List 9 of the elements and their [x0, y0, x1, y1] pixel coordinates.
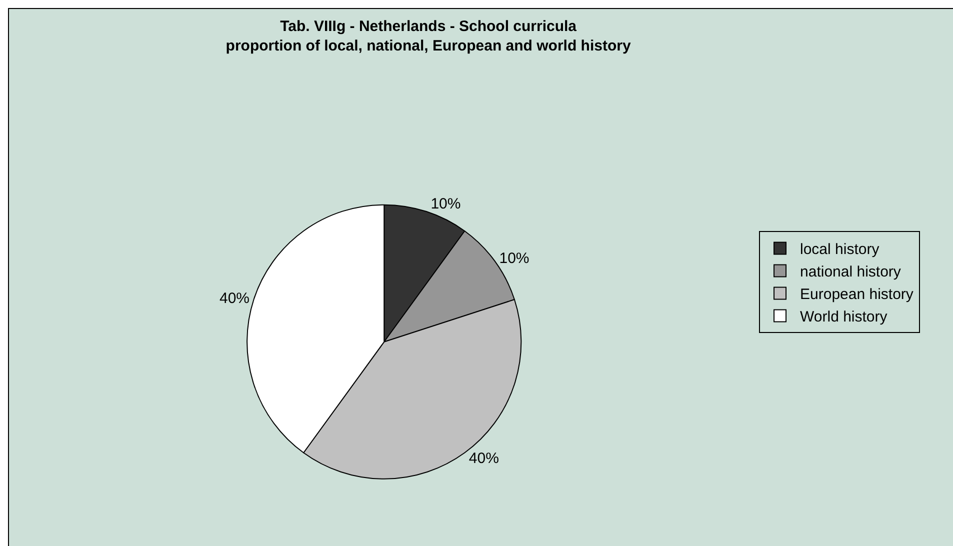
legend-label: European history: [800, 286, 914, 304]
legend-label: local history: [800, 241, 880, 258]
legend-label: national history: [800, 264, 902, 281]
data-label: 10%: [499, 250, 530, 267]
legend-label: World history: [800, 308, 888, 326]
data-label: 40%: [468, 450, 499, 467]
chart-title: Tab. VIIIg - Netherlands - School curricula proportion of local, national, European and world history: [226, 18, 632, 54]
data-label: 10%: [430, 195, 461, 212]
data-label: 40%: [219, 290, 250, 308]
